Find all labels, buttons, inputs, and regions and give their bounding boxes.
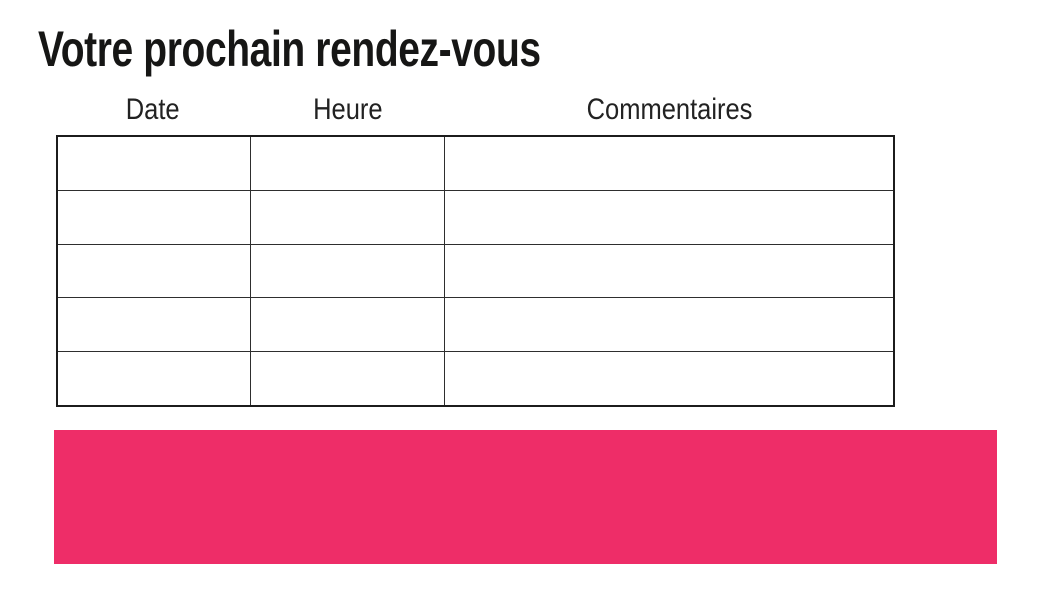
- table-cell: [445, 137, 893, 190]
- table-header-row: Date Heure Commentaires: [56, 92, 895, 128]
- table-row: [58, 352, 893, 405]
- column-header-commentaires-label: Commentaires: [587, 93, 753, 126]
- table-cell: [251, 190, 446, 244]
- table-row: [58, 244, 893, 299]
- table-cell: [251, 352, 446, 405]
- column-header-commentaires: Commentaires: [445, 92, 895, 128]
- accent-bar: [54, 430, 997, 564]
- table-cell: [58, 352, 252, 405]
- column-header-heure-label: Heure: [312, 93, 383, 126]
- table-cell: [445, 245, 893, 298]
- table-cell: [58, 244, 252, 298]
- table-cell: [251, 244, 446, 298]
- table-cell: [58, 190, 252, 244]
- table-cell: [445, 191, 893, 244]
- appointments-table: [56, 135, 895, 407]
- table-row: [58, 298, 893, 353]
- table-cell: [58, 137, 252, 190]
- column-header-date-label: Date: [126, 93, 180, 126]
- table-cell: [445, 352, 893, 405]
- table-row: [58, 190, 893, 245]
- column-header-date: Date: [56, 92, 250, 128]
- table-cell: [445, 298, 893, 351]
- column-header-heure: Heure: [250, 92, 445, 128]
- table-cell: [58, 298, 252, 352]
- page-title: Votre prochain rendez-vous: [38, 21, 541, 77]
- table-cell: [251, 298, 446, 352]
- table-row: [58, 137, 893, 191]
- table-cell: [251, 137, 446, 190]
